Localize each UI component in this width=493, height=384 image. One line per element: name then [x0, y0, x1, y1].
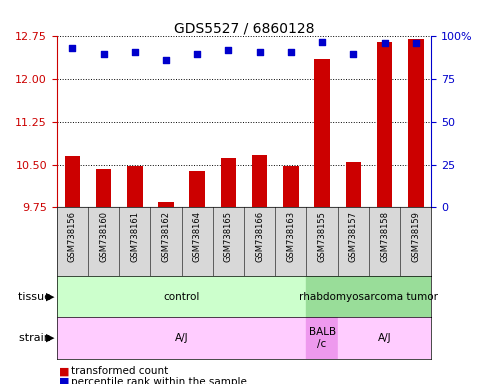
Text: ■: ■ — [59, 366, 70, 376]
Text: strain: strain — [19, 333, 54, 343]
Point — [256, 49, 264, 55]
Text: percentile rank within the sample: percentile rank within the sample — [71, 377, 247, 384]
Text: rhabdomyosarcoma tumor: rhabdomyosarcoma tumor — [299, 291, 438, 302]
Bar — [244, 207, 275, 276]
Point — [224, 47, 232, 53]
Bar — [189, 172, 205, 207]
Text: GSM738165: GSM738165 — [224, 211, 233, 262]
Text: tissue: tissue — [18, 291, 54, 302]
Bar — [307, 276, 431, 317]
Bar — [57, 207, 88, 276]
Bar — [158, 202, 174, 207]
Point — [318, 38, 326, 45]
Text: GSM738163: GSM738163 — [286, 211, 295, 262]
Point — [131, 49, 139, 55]
Bar — [307, 317, 338, 359]
Point — [100, 50, 107, 56]
Point — [69, 45, 76, 51]
Bar — [88, 207, 119, 276]
Bar — [119, 207, 150, 276]
Bar — [307, 207, 338, 276]
Bar — [96, 169, 111, 207]
Text: GSM738166: GSM738166 — [255, 211, 264, 262]
Bar — [400, 207, 431, 276]
Bar — [181, 207, 213, 276]
Bar — [213, 207, 244, 276]
Text: GSM738158: GSM738158 — [380, 211, 389, 262]
Bar — [315, 59, 330, 207]
Point — [193, 50, 201, 56]
Bar — [127, 166, 142, 207]
Point — [162, 57, 170, 63]
Text: GSM738159: GSM738159 — [411, 211, 420, 262]
Bar — [275, 207, 307, 276]
Text: ■: ■ — [59, 377, 70, 384]
Text: GSM738161: GSM738161 — [130, 211, 139, 262]
Title: GDS5527 / 6860128: GDS5527 / 6860128 — [174, 22, 314, 35]
Point — [381, 40, 388, 46]
Text: BALB
/c: BALB /c — [309, 327, 336, 349]
Point — [287, 49, 295, 55]
Text: GSM738162: GSM738162 — [162, 211, 171, 262]
Bar — [57, 317, 307, 359]
Text: GSM738157: GSM738157 — [349, 211, 358, 262]
Text: A/J: A/J — [175, 333, 188, 343]
Bar — [338, 207, 369, 276]
Point — [350, 50, 357, 56]
Text: transformed count: transformed count — [71, 366, 169, 376]
Text: A/J: A/J — [378, 333, 391, 343]
Bar — [150, 207, 181, 276]
Text: GSM738164: GSM738164 — [193, 211, 202, 262]
Bar — [65, 156, 80, 207]
Text: GSM738160: GSM738160 — [99, 211, 108, 262]
Bar — [408, 39, 423, 207]
Text: control: control — [163, 291, 200, 302]
Text: ▶: ▶ — [46, 291, 54, 302]
Bar — [338, 317, 431, 359]
Bar — [377, 42, 392, 207]
Text: GSM738155: GSM738155 — [317, 211, 326, 262]
Bar — [369, 207, 400, 276]
Text: ▶: ▶ — [46, 333, 54, 343]
Bar — [346, 162, 361, 207]
Bar — [57, 276, 307, 317]
Text: GSM738156: GSM738156 — [68, 211, 77, 262]
Point — [412, 40, 420, 46]
Bar — [252, 155, 267, 207]
Bar — [283, 166, 299, 207]
Bar — [221, 158, 236, 207]
